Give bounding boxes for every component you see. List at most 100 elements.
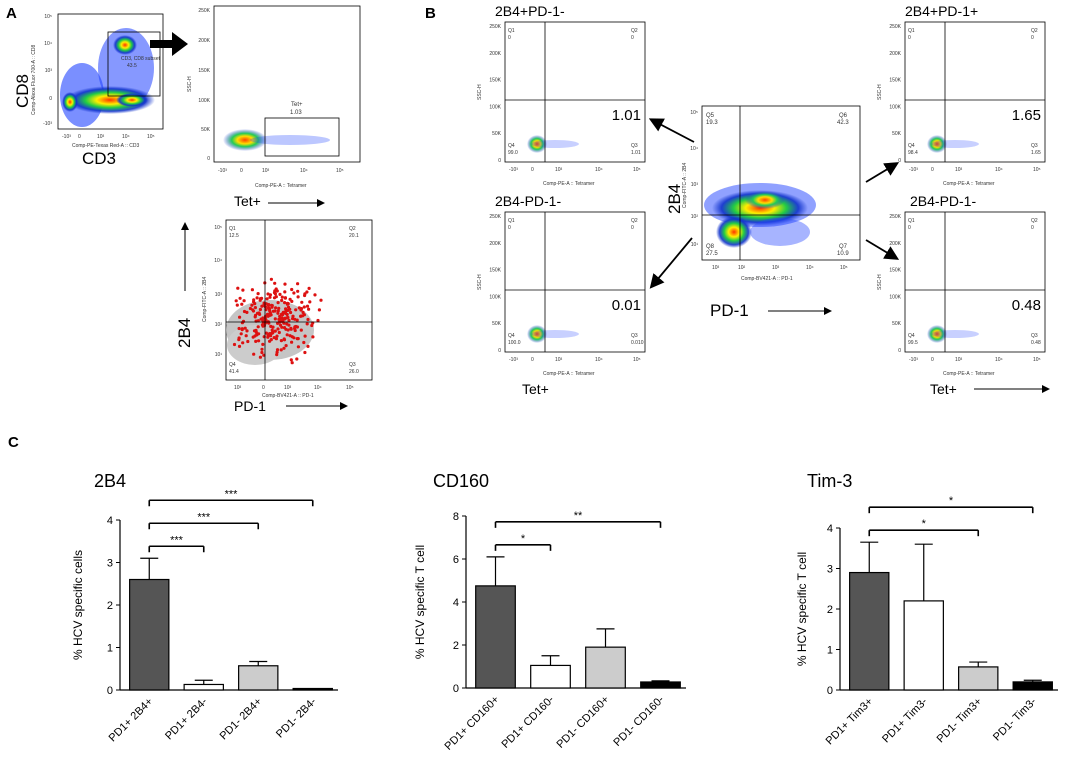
plot-tet-ssc: Tet+ 1.03 250K 200K 150K 100K 50K 0 -10³…: [187, 5, 361, 209]
tetramer-event-dot: [284, 344, 288, 348]
y-tick: 50K: [892, 131, 902, 137]
x-tick: 0: [240, 168, 243, 174]
y-axis-label: % HCV specific cells: [71, 550, 85, 660]
y-tick: 100K: [198, 98, 210, 104]
y-tick: 100K: [889, 104, 901, 110]
tetramer-event-dot: [268, 295, 272, 299]
x-tick-label: PD1- Tim3+: [935, 696, 985, 746]
quadrant-label: Q2: [1031, 28, 1038, 34]
x-tick: 10³: [955, 167, 963, 173]
tetramer-event-dot: [296, 337, 300, 341]
y-tick-label: 2: [827, 604, 833, 616]
y-tick: 250K: [889, 24, 901, 30]
quadrant-value: 0.010: [631, 340, 644, 346]
y-tick-label: 4: [827, 523, 833, 535]
tetramer-event-dot: [240, 321, 244, 325]
density-blob: [527, 135, 547, 153]
y-tick: 250K: [889, 214, 901, 220]
x-tick: 10⁴: [314, 385, 322, 391]
y-tick: 100K: [489, 104, 501, 110]
tetramer-event-dot: [283, 290, 287, 294]
plot-2b4pos-pd1pos: 2B4+PD-1+Q10Q20Q31.65Q498.41.65250K200K1…: [877, 3, 1046, 187]
tetramer-event-dot: [232, 342, 237, 347]
tetramer-event-dot: [295, 325, 299, 329]
y-tick-label: 0: [453, 683, 459, 695]
x-tick-label: PD1+ CD160+: [443, 694, 502, 753]
tetramer-event-dot: [252, 300, 256, 304]
y-axis-label: CD8: [13, 74, 32, 108]
x-tick: -10³: [909, 357, 918, 363]
x-tick: -10³: [509, 357, 518, 363]
gate-percentage: 0.48: [1012, 297, 1041, 314]
y-tick: -10³: [43, 121, 52, 127]
tetramer-event-dot: [251, 308, 255, 312]
tetramer-event-dot: [275, 353, 279, 357]
tetramer-event-dot: [240, 328, 244, 332]
tetramer-event-dot: [269, 338, 273, 342]
tetramer-event-dot: [287, 318, 291, 322]
y-tick: 10³: [691, 182, 699, 188]
x-axis-label: Tet+: [234, 193, 261, 209]
x-axis-label: Tet+: [930, 381, 957, 397]
arrow-icon: [649, 237, 693, 289]
quadrant-label: Q3: [631, 143, 638, 149]
tetramer-event-dot: [290, 287, 294, 292]
y-tick: 10³: [45, 68, 53, 74]
tetramer-event-dot: [267, 303, 271, 307]
x-tick: 10³: [712, 265, 720, 271]
plot-pd1-2b4-overlay: Q1 12.5 Q2 20.1 Q3 26.0 Q4 41.4 10⁵ 10⁴ …: [175, 219, 373, 414]
tetramer-event-dot: [299, 328, 303, 332]
tetramer-event-dot: [264, 331, 268, 335]
density-blob: [931, 330, 979, 338]
quadrant-label: Q4: [229, 362, 236, 368]
tetramer-event-dot: [271, 325, 275, 329]
significance-label: ***: [225, 488, 239, 500]
y-axis-small: SSC-H: [877, 84, 883, 100]
panel-label-a: A: [6, 5, 17, 22]
bar: [958, 666, 999, 691]
x-tick: 0: [531, 357, 534, 363]
x-tick: 10⁴: [595, 357, 603, 363]
y-tick: 0: [207, 156, 210, 162]
gate-value: 1.03: [290, 110, 302, 116]
x-axis-label: Tet+: [522, 381, 549, 397]
tetramer-event-dot: [293, 317, 297, 321]
x-axis-small: Comp-PE-A :: Tetramer: [943, 181, 995, 187]
quadrant-value: 0: [1031, 35, 1034, 41]
tetramer-event-dot: [300, 300, 304, 304]
tetramer-event-dot: [319, 298, 323, 302]
plot-2b4neg-pd1neg-left: 2B4-PD-1-Q10Q20Q30.010Q4100.00.01250K200…: [477, 193, 646, 397]
plot-2b4pos-pd1neg: 2B4+PD-1-Q10Q20Q31.01Q499.01.01250K200K1…: [477, 3, 646, 187]
tetramer-event-dot: [317, 308, 321, 312]
x-tick-label: PD1+ Tim3+: [824, 696, 876, 748]
quadrant-value: 0: [508, 35, 511, 41]
tetramer-event-dot: [296, 289, 300, 293]
gate-tet: [264, 117, 340, 157]
density-blob: [931, 140, 979, 148]
quadrant-value: 26.0: [349, 369, 359, 375]
quadrant-label: Q5: [706, 113, 715, 119]
x-tick: 10⁵: [336, 168, 344, 174]
x-tick: -10³: [62, 134, 71, 140]
tetramer-event-dot: [267, 332, 272, 336]
bar: [903, 600, 944, 691]
x-tick-label: PD1- Tim3-: [991, 695, 1039, 743]
y-tick: 10⁴: [214, 258, 222, 264]
tetramer-event-dot: [307, 307, 311, 311]
quadrant-label: Q3: [631, 333, 638, 339]
y-tick-label: 8: [453, 511, 459, 523]
tetramer-event-dot: [260, 323, 265, 327]
y-axis-small: SSC-H: [477, 84, 483, 100]
y-tick: 50K: [892, 321, 902, 327]
y-tick: 200K: [489, 51, 501, 57]
tetramer-event-dot: [306, 317, 310, 322]
tetramer-event-dot: [257, 311, 261, 315]
x-tick: 10⁵: [633, 167, 641, 173]
plot-2b4neg-pd1neg-right: 2B4-PD-1-Q10Q20Q30.48Q499.50.48250K200K1…: [877, 193, 1050, 397]
plot-title: 2B4-PD-1-: [495, 193, 561, 209]
x-axis-small: Comp-BV421-A :: PD-1: [741, 276, 793, 282]
tetramer-event-dot: [293, 326, 297, 331]
x-tick: -10³: [218, 168, 227, 174]
